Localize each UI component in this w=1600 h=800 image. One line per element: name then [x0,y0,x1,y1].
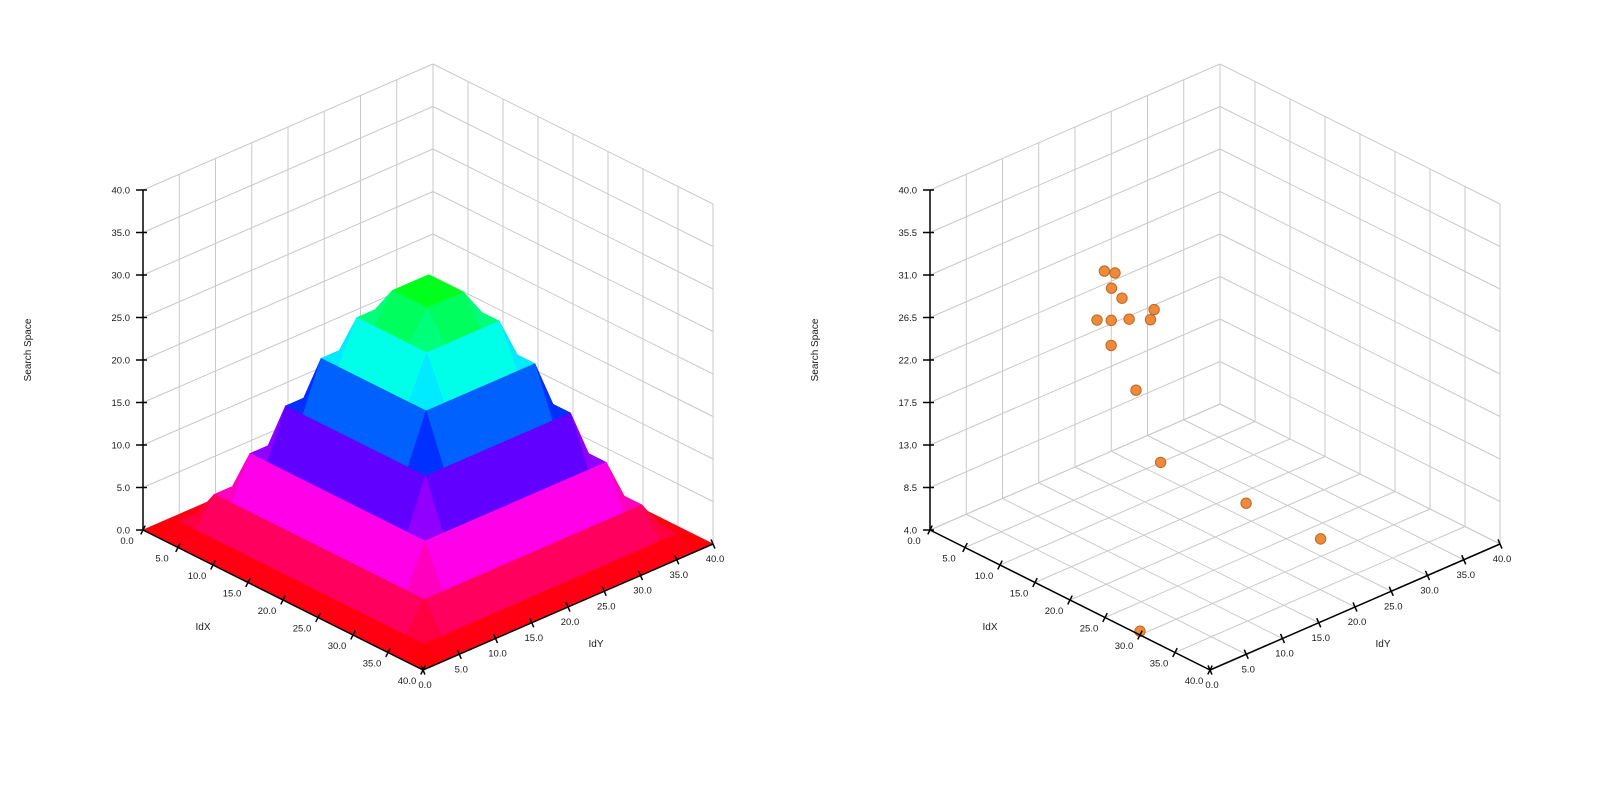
scatter-point[interactable] [1105,339,1117,352]
x-tick-label: 30.0 [1115,641,1134,652]
scatter-3d-plot[interactable]: 4.0 8.5 13.0 17.5 22.0 26.5 31.0 35.5 40.0 Search… [800,0,1600,800]
scatter-point[interactable] [1091,314,1103,326]
x-axis-title: IdX [195,622,210,633]
y-tick-label: 30.0 [1420,586,1439,597]
z-axis-title: Search Space [810,318,821,381]
y-tick-label: 15.0 [525,633,544,644]
scatter-point[interactable] [1314,533,1327,545]
x-axis: 0.0 5.0 10.0 15.0 20.0 25.0 30.0 35.0 40.0 IdX [120,525,426,687]
y-tick-label: 10.0 [488,649,507,660]
scatter-point[interactable] [1240,497,1252,509]
surface-3d-plot[interactable]: 0.0 5.0 10.0 15.0 20.0 25.0 30.0 35.0 40.0 Search… [0,0,800,800]
x-axis-title: IdX [982,622,997,633]
y-axis-title: IdY [588,639,603,650]
grid-lines [929,63,1501,671]
y-tick-label: 10.0 [1275,649,1294,660]
y-tick-label: 35.0 [1457,570,1476,581]
y-tick-label: 5.0 [455,664,468,675]
y-axis: 0.0 5.0 10.0 15.0 20.0 25.0 30.0 35.0 40.0 IdY [418,539,724,691]
scatter-point[interactable] [1105,282,1118,294]
y-tick-label: 20.0 [561,617,580,628]
y-tick-label: 25.0 [597,601,616,612]
x-tick-label: 30.0 [328,641,347,652]
z-tick-label: 40.0 [112,186,131,197]
scatter-point[interactable] [1130,384,1142,396]
z-tick-label: 35.5 [899,228,918,239]
z-tick-label: 35.0 [112,228,131,239]
z-tick-label: 5.0 [117,483,130,494]
surface-plot-figure: 0.0 5.0 10.0 15.0 20.0 25.0 30.0 35.0 40.0 Search… [0,0,800,800]
z-axis-title: Search Space [23,318,34,381]
scatter-point[interactable] [1105,314,1117,327]
x-tick-label: 25.0 [1080,624,1099,635]
x-tick-label: 40.0 [1185,676,1204,687]
z-axis: 0.0 5.0 10.0 15.0 20.0 25.0 30.0 35.0 40.0 Search… [23,186,147,537]
z-tick-label: 20.0 [112,356,131,367]
y-tick-label: 5.0 [1242,664,1255,675]
x-tick-label: 35.0 [363,659,382,670]
scatter-point[interactable] [1144,313,1157,326]
scatter-points [1091,265,1327,637]
x-tick-label: 20.0 [1045,606,1064,617]
x-tick-label: 15.0 [1010,589,1029,600]
y-tick-label: 35.0 [670,570,689,581]
scatter-point[interactable] [1098,265,1111,277]
y-tick-label: 0.0 [1205,680,1218,691]
x-tick-label: 10.0 [975,571,994,582]
x-tick-label: 10.0 [188,571,207,582]
x-tick-label: 25.0 [293,624,312,635]
y-axis: 0.0 5.0 10.0 15.0 20.0 25.0 30.0 35.0 40.0 IdY [1205,539,1511,691]
y-tick-label: 40.0 [706,554,725,565]
x-tick-label: 40.0 [398,676,417,687]
y-tick-label: 20.0 [1348,617,1367,628]
scatter-point[interactable] [1154,456,1167,469]
z-tick-label: 26.5 [899,313,918,324]
z-tick-label: 13.0 [899,441,918,452]
y-axis-title: IdY [1375,639,1390,650]
x-tick-label: 15.0 [223,589,242,600]
x-tick-label: 20.0 [258,606,277,617]
y-tick-label: 30.0 [633,586,652,597]
z-tick-label: 0.0 [117,526,130,537]
z-tick-label: 31.0 [899,271,918,282]
x-tick-label: 0.0 [907,536,920,547]
x-tick-label: 5.0 [942,554,955,565]
z-tick-label: 22.0 [899,356,918,367]
x-tick-label: 5.0 [155,554,168,565]
z-tick-label: 8.5 [904,483,917,494]
y-tick-label: 25.0 [1384,601,1403,612]
y-tick-label: 0.0 [418,680,431,691]
scatter-point[interactable] [1148,303,1160,316]
scatter-point[interactable] [1123,313,1135,325]
z-tick-label: 17.5 [899,398,918,409]
z-tick-label: 40.0 [899,186,918,197]
z-tick-label: 4.0 [904,526,917,537]
z-tick-label: 10.0 [112,441,131,452]
y-tick-label: 15.0 [1312,633,1331,644]
z-tick-label: 30.0 [112,271,131,282]
y-tick-label: 40.0 [1493,554,1512,565]
x-axis: 0.0 5.0 10.0 15.0 20.0 25.0 30.0 35.0 40.0 IdX [907,525,1213,687]
x-tick-label: 35.0 [1150,659,1169,670]
z-tick-label: 15.0 [112,398,131,409]
z-axis: 4.0 8.5 13.0 17.5 22.0 26.5 31.0 35.5 40.0 Search… [810,186,934,537]
surface-mesh[interactable] [142,274,714,671]
scatter-point[interactable] [1109,267,1121,279]
scatter-point[interactable] [1116,292,1128,304]
x-tick-label: 0.0 [120,536,133,547]
scatter-plot-figure: 4.0 8.5 13.0 17.5 22.0 26.5 31.0 35.5 40.0 Search… [800,0,1600,800]
z-tick-label: 25.0 [112,313,131,324]
